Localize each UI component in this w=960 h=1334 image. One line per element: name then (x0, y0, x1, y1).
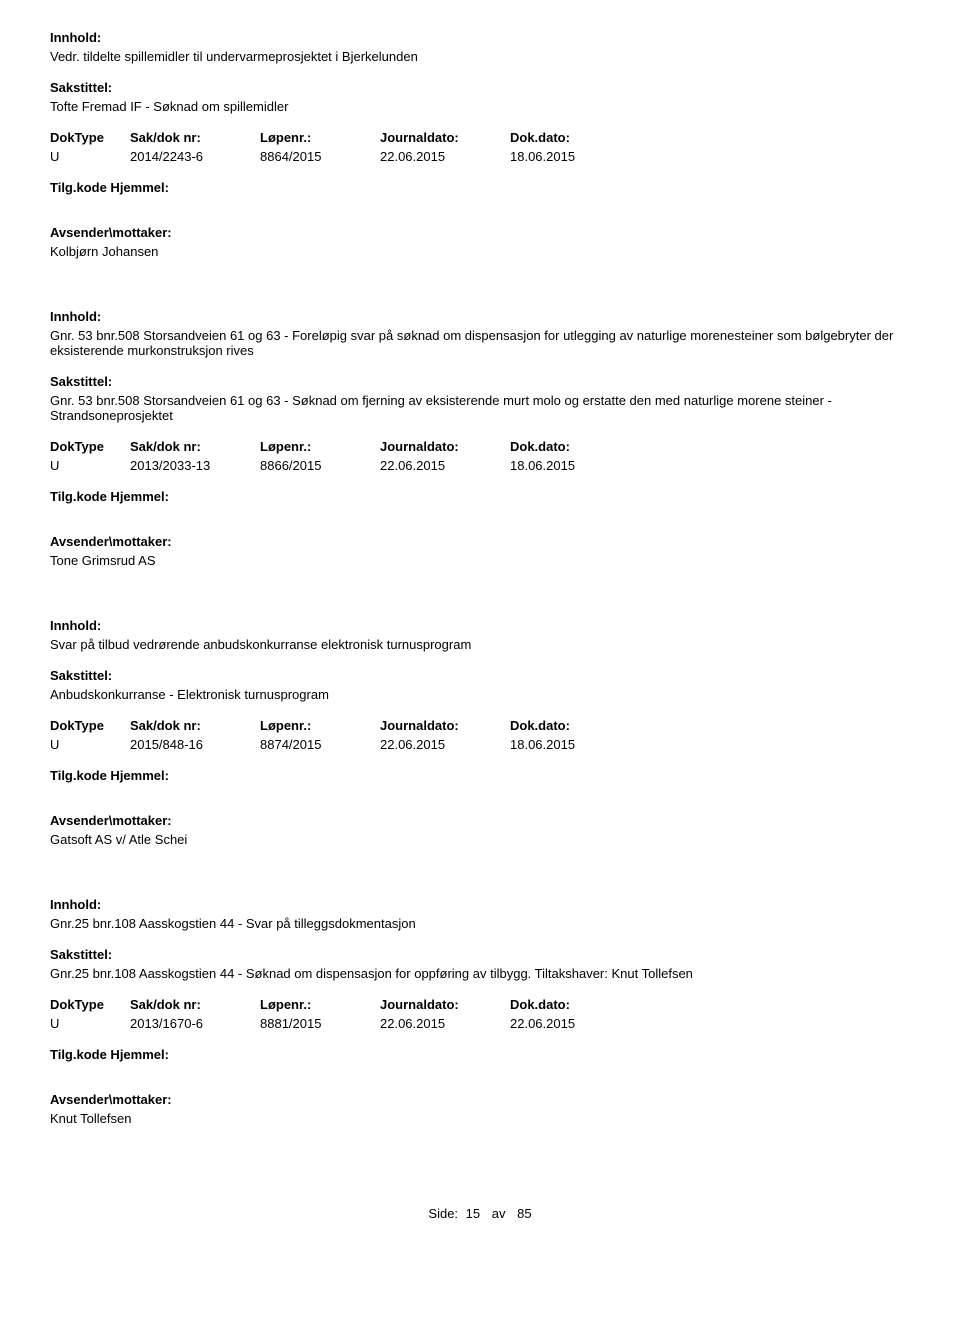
col-value-lopenr: 8864/2015 (260, 149, 380, 164)
col-value-doktype: U (50, 737, 130, 752)
col-value-journaldato: 22.06.2015 (380, 1016, 510, 1031)
columns-header: DokType Sak/dok nr: Løpenr.: Journaldato… (50, 439, 910, 454)
col-header-journaldato: Journaldato: (380, 718, 510, 733)
avsender-value: Gatsoft AS v/ Atle Schei (50, 832, 910, 847)
tilgkode-label: Tilg.kode Hjemmel: (50, 489, 910, 504)
col-header-doktype: DokType (50, 130, 130, 145)
sakstittel-value: Tofte Fremad IF - Søknad om spillemidler (50, 99, 910, 114)
col-header-lopenr: Løpenr.: (260, 130, 380, 145)
col-value-dokdato: 22.06.2015 (510, 1016, 630, 1031)
col-value-dokdato: 18.06.2015 (510, 458, 630, 473)
col-header-dokdato: Dok.dato: (510, 997, 630, 1012)
columns-row: U 2013/1670-6 8881/2015 22.06.2015 22.06… (50, 1016, 910, 1031)
innhold-label: Innhold: (50, 897, 910, 912)
innhold-value: Vedr. tildelte spillemidler til undervar… (50, 49, 910, 64)
footer-page-number: 15 (466, 1206, 480, 1221)
col-value-lopenr: 8866/2015 (260, 458, 380, 473)
col-header-doktype: DokType (50, 439, 130, 454)
col-header-doktype: DokType (50, 997, 130, 1012)
col-header-journaldato: Journaldato: (380, 130, 510, 145)
col-value-dokdato: 18.06.2015 (510, 737, 630, 752)
avsender-label: Avsender\mottaker: (50, 813, 910, 828)
columns-row: U 2013/2033-13 8866/2015 22.06.2015 18.0… (50, 458, 910, 473)
columns-header: DokType Sak/dok nr: Løpenr.: Journaldato… (50, 718, 910, 733)
col-header-sakdok: Sak/dok nr: (130, 997, 260, 1012)
avsender-value: Tone Grimsrud AS (50, 553, 910, 568)
tilgkode-label: Tilg.kode Hjemmel: (50, 180, 910, 195)
columns-row: U 2014/2243-6 8864/2015 22.06.2015 18.06… (50, 149, 910, 164)
innhold-label: Innhold: (50, 618, 910, 633)
col-header-lopenr: Løpenr.: (260, 439, 380, 454)
avsender-label: Avsender\mottaker: (50, 534, 910, 549)
innhold-label: Innhold: (50, 309, 910, 324)
col-value-doktype: U (50, 1016, 130, 1031)
col-value-lopenr: 8874/2015 (260, 737, 380, 752)
col-header-dokdato: Dok.dato: (510, 718, 630, 733)
col-header-journaldato: Journaldato: (380, 997, 510, 1012)
journal-entry: Innhold: Gnr.25 bnr.108 Aasskogstien 44 … (50, 897, 910, 1126)
footer-side-label: Side: (428, 1206, 458, 1221)
col-header-sakdok: Sak/dok nr: (130, 439, 260, 454)
sakstittel-label: Sakstittel: (50, 668, 910, 683)
avsender-label: Avsender\mottaker: (50, 1092, 910, 1107)
sakstittel-label: Sakstittel: (50, 947, 910, 962)
avsender-value: Kolbjørn Johansen (50, 244, 910, 259)
col-header-dokdato: Dok.dato: (510, 130, 630, 145)
col-value-sakdok: 2013/1670-6 (130, 1016, 260, 1031)
page-footer: Side: 15 av 85 (50, 1206, 910, 1221)
innhold-label: Innhold: (50, 30, 910, 45)
journal-entry: Innhold: Vedr. tildelte spillemidler til… (50, 30, 910, 259)
innhold-value: Gnr.25 bnr.108 Aasskogstien 44 - Svar på… (50, 916, 910, 931)
col-header-journaldato: Journaldato: (380, 439, 510, 454)
col-header-sakdok: Sak/dok nr: (130, 130, 260, 145)
col-header-lopenr: Løpenr.: (260, 997, 380, 1012)
journal-entry: Innhold: Svar på tilbud vedrørende anbud… (50, 618, 910, 847)
col-value-dokdato: 18.06.2015 (510, 149, 630, 164)
col-value-doktype: U (50, 149, 130, 164)
innhold-value: Gnr. 53 bnr.508 Storsandveien 61 og 63 -… (50, 328, 910, 358)
sakstittel-value: Gnr. 53 bnr.508 Storsandveien 61 og 63 -… (50, 393, 910, 423)
columns-header: DokType Sak/dok nr: Løpenr.: Journaldato… (50, 997, 910, 1012)
col-value-lopenr: 8881/2015 (260, 1016, 380, 1031)
tilgkode-label: Tilg.kode Hjemmel: (50, 1047, 910, 1062)
col-value-doktype: U (50, 458, 130, 473)
col-value-sakdok: 2015/848-16 (130, 737, 260, 752)
journal-entry: Innhold: Gnr. 53 bnr.508 Storsandveien 6… (50, 309, 910, 568)
columns-header: DokType Sak/dok nr: Løpenr.: Journaldato… (50, 130, 910, 145)
sakstittel-value: Gnr.25 bnr.108 Aasskogstien 44 - Søknad … (50, 966, 910, 981)
footer-of-label: av (492, 1206, 506, 1221)
footer-total-pages: 85 (517, 1206, 531, 1221)
col-header-dokdato: Dok.dato: (510, 439, 630, 454)
col-header-sakdok: Sak/dok nr: (130, 718, 260, 733)
col-value-sakdok: 2014/2243-6 (130, 149, 260, 164)
tilgkode-label: Tilg.kode Hjemmel: (50, 768, 910, 783)
col-value-journaldato: 22.06.2015 (380, 149, 510, 164)
col-value-journaldato: 22.06.2015 (380, 737, 510, 752)
avsender-value: Knut Tollefsen (50, 1111, 910, 1126)
avsender-label: Avsender\mottaker: (50, 225, 910, 240)
sakstittel-label: Sakstittel: (50, 80, 910, 95)
sakstittel-label: Sakstittel: (50, 374, 910, 389)
col-value-sakdok: 2013/2033-13 (130, 458, 260, 473)
col-header-lopenr: Løpenr.: (260, 718, 380, 733)
sakstittel-value: Anbudskonkurranse - Elektronisk turnuspr… (50, 687, 910, 702)
col-value-journaldato: 22.06.2015 (380, 458, 510, 473)
col-header-doktype: DokType (50, 718, 130, 733)
columns-row: U 2015/848-16 8874/2015 22.06.2015 18.06… (50, 737, 910, 752)
innhold-value: Svar på tilbud vedrørende anbudskonkurra… (50, 637, 910, 652)
